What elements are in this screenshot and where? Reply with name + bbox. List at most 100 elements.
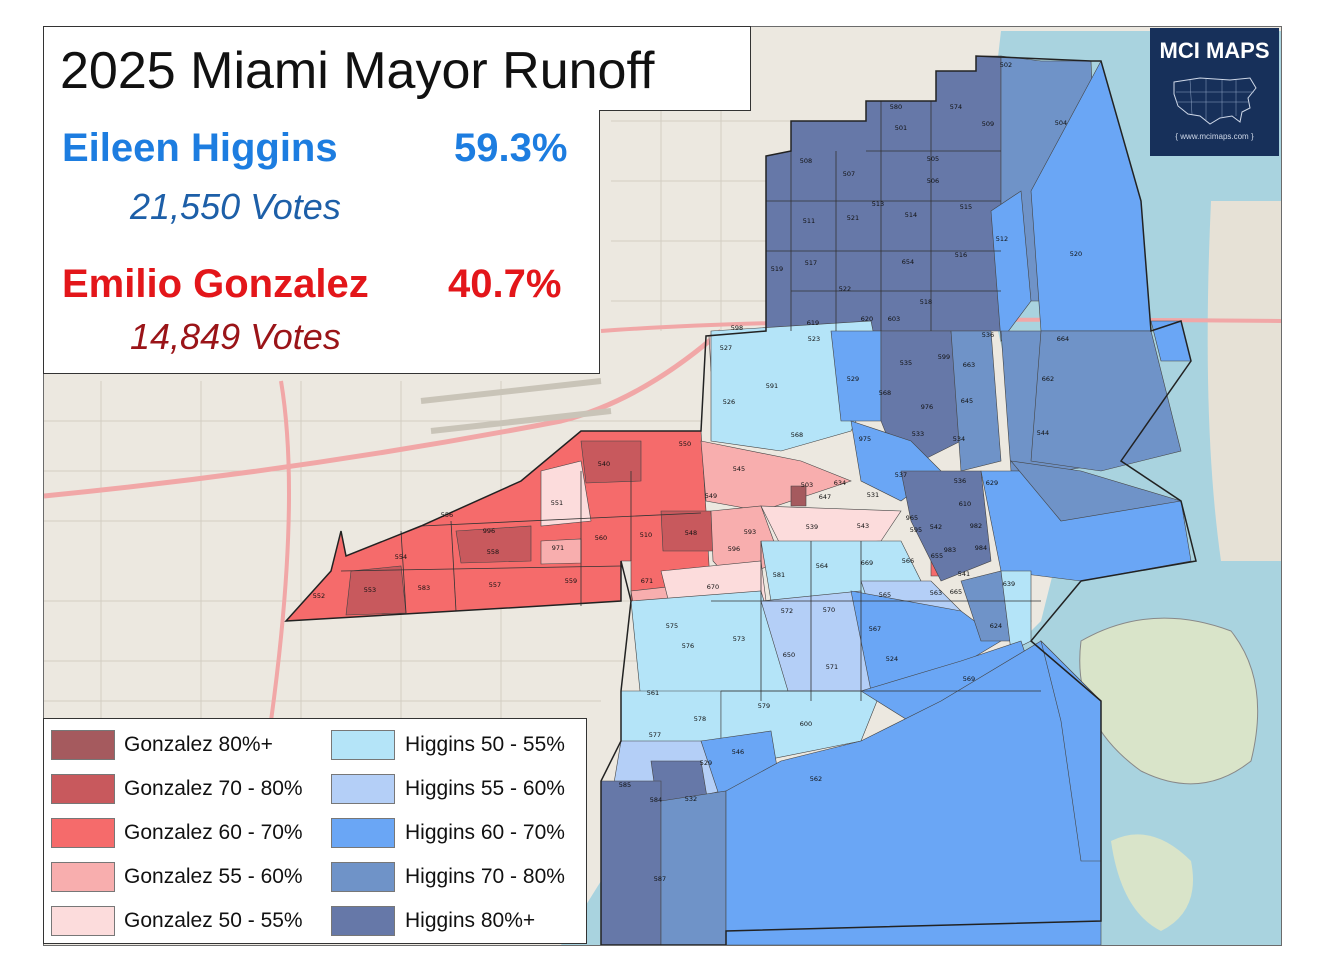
precinct-label: 545 bbox=[733, 465, 745, 473]
precinct-label: 532 bbox=[685, 795, 697, 803]
precinct-label: 502 bbox=[1000, 61, 1012, 69]
precinct-label: 504 bbox=[1055, 119, 1067, 127]
legend-swatch bbox=[51, 818, 115, 848]
precinct-label: 503 bbox=[801, 481, 813, 489]
precinct-label: 518 bbox=[920, 298, 932, 306]
precinct-label: 564 bbox=[816, 562, 828, 570]
precinct-label: 511 bbox=[803, 217, 815, 225]
legend-swatch bbox=[51, 730, 115, 760]
precinct-label: 519 bbox=[771, 265, 783, 273]
precinct-label: 569 bbox=[963, 675, 975, 683]
precinct-label: 539 bbox=[806, 523, 818, 531]
precinct-label: 560 bbox=[595, 534, 607, 542]
legend-swatch bbox=[331, 818, 395, 848]
precinct-label: 600 bbox=[800, 720, 812, 728]
precinct-label: 527 bbox=[720, 344, 732, 352]
precinct-label: 639 bbox=[1003, 580, 1015, 588]
precinct-label: 559 bbox=[565, 577, 577, 585]
precinct-label: 541 bbox=[958, 570, 970, 578]
precinct-label: 965 bbox=[906, 514, 918, 522]
precinct-label: 655 bbox=[931, 552, 943, 560]
precinct-label: 647 bbox=[819, 493, 831, 501]
precinct-label: 540 bbox=[598, 460, 610, 468]
precinct-label: 984 bbox=[975, 544, 987, 552]
precinct-label: 585 bbox=[619, 781, 631, 789]
precinct-label: 558 bbox=[487, 548, 499, 556]
usa-map-icon bbox=[1173, 77, 1257, 125]
precinct-label: 515 bbox=[960, 203, 972, 211]
precinct-label: 568 bbox=[879, 389, 891, 397]
precinct-label: 556 bbox=[441, 511, 453, 519]
precinct-label: 603 bbox=[888, 315, 900, 323]
precinct-label: 506 bbox=[927, 177, 939, 185]
precinct-label: 570 bbox=[823, 606, 835, 614]
highway bbox=[44, 329, 723, 499]
precinct-label: 536 bbox=[954, 477, 966, 485]
precinct-label: 524 bbox=[886, 655, 898, 663]
legend-label: Gonzalez 50 - 55% bbox=[124, 909, 303, 932]
precinct-label: 610 bbox=[959, 500, 971, 508]
legend-label: Higgins 60 - 70% bbox=[405, 821, 565, 844]
precinct-label: 548 bbox=[685, 529, 697, 537]
precinct-label: 584 bbox=[650, 796, 662, 804]
precinct-label: 983 bbox=[944, 546, 956, 554]
legend-swatch bbox=[331, 774, 395, 804]
candidate-gonzalez-percent: 40.7% bbox=[448, 262, 562, 306]
precinct-label: 561 bbox=[647, 689, 659, 697]
key-biscayne-island bbox=[1079, 617, 1259, 785]
precinct-label: 670 bbox=[707, 583, 719, 591]
precinct-label: 557 bbox=[489, 581, 501, 589]
highway bbox=[269, 380, 291, 722]
precinct-label: 542 bbox=[930, 523, 942, 531]
precinct-label: 549 bbox=[705, 492, 717, 500]
precinct-label: 996 bbox=[483, 527, 495, 535]
precinct-label: 568 bbox=[791, 431, 803, 439]
legend-label: Higgins 80%+ bbox=[405, 909, 536, 932]
precinct-label: 553 bbox=[364, 586, 376, 594]
mci-maps-logo: MCI MAPS { www.mcimaps.com } bbox=[1150, 28, 1279, 156]
precinct-label: 665 bbox=[950, 588, 962, 596]
precinct-label: 599 bbox=[938, 353, 950, 361]
legend-swatch bbox=[331, 906, 395, 936]
precinct-label: 544 bbox=[1037, 429, 1049, 437]
precinct-label: 620 bbox=[861, 315, 873, 323]
legend-label: Higgins 70 - 80% bbox=[405, 865, 565, 888]
precinct-label: 565 bbox=[879, 591, 891, 599]
precinct-label: 537 bbox=[895, 471, 907, 479]
precinct-label: 571 bbox=[826, 663, 838, 671]
precinct-label: 662 bbox=[1042, 375, 1054, 383]
precinct-label: 578 bbox=[694, 715, 706, 723]
candidate-higgins-name: Eileen Higgins bbox=[62, 126, 338, 170]
precinct-label: 531 bbox=[867, 491, 879, 499]
candidate-higgins-votes: 21,550 Votes bbox=[130, 186, 341, 227]
precinct-label: 535 bbox=[900, 359, 912, 367]
precinct-label: 645 bbox=[961, 397, 973, 405]
legend-swatch bbox=[331, 730, 395, 760]
precinct-label: 521 bbox=[847, 214, 859, 222]
precinct-label: 596 bbox=[728, 545, 740, 553]
virginia-key-island bbox=[1111, 834, 1193, 931]
precinct-label: 562 bbox=[810, 775, 822, 783]
precinct-label: 510 bbox=[640, 531, 652, 539]
precinct-label: 505 bbox=[927, 155, 939, 163]
precinct-label: 634 bbox=[834, 479, 846, 487]
precinct-label: 566 bbox=[902, 557, 914, 565]
precinct-borders bbox=[340, 101, 1041, 701]
precinct-label: 576 bbox=[682, 642, 694, 650]
precinct-label: 529 bbox=[700, 759, 712, 767]
precinct-label: 629 bbox=[986, 479, 998, 487]
precinct-label: 587 bbox=[654, 875, 666, 883]
precinct-label: 664 bbox=[1057, 335, 1069, 343]
legend-label: Gonzalez 80%+ bbox=[124, 733, 273, 756]
logo-text: MCI MAPS bbox=[1159, 38, 1270, 63]
precinct-label: 513 bbox=[872, 200, 884, 208]
precinct-label: 523 bbox=[808, 335, 820, 343]
precinct-label: 663 bbox=[963, 361, 975, 369]
precinct-label: 650 bbox=[783, 651, 795, 659]
candidate-gonzalez-name: Emilio Gonzalez bbox=[62, 262, 369, 306]
precinct-label: 671 bbox=[641, 577, 653, 585]
results-box: Eileen Higgins 59.3% 21,550 Votes Emilio… bbox=[43, 110, 600, 374]
precinct-label: 529 bbox=[847, 375, 859, 383]
precinct-label: 583 bbox=[418, 584, 430, 592]
precinct-label: 526 bbox=[723, 398, 735, 406]
